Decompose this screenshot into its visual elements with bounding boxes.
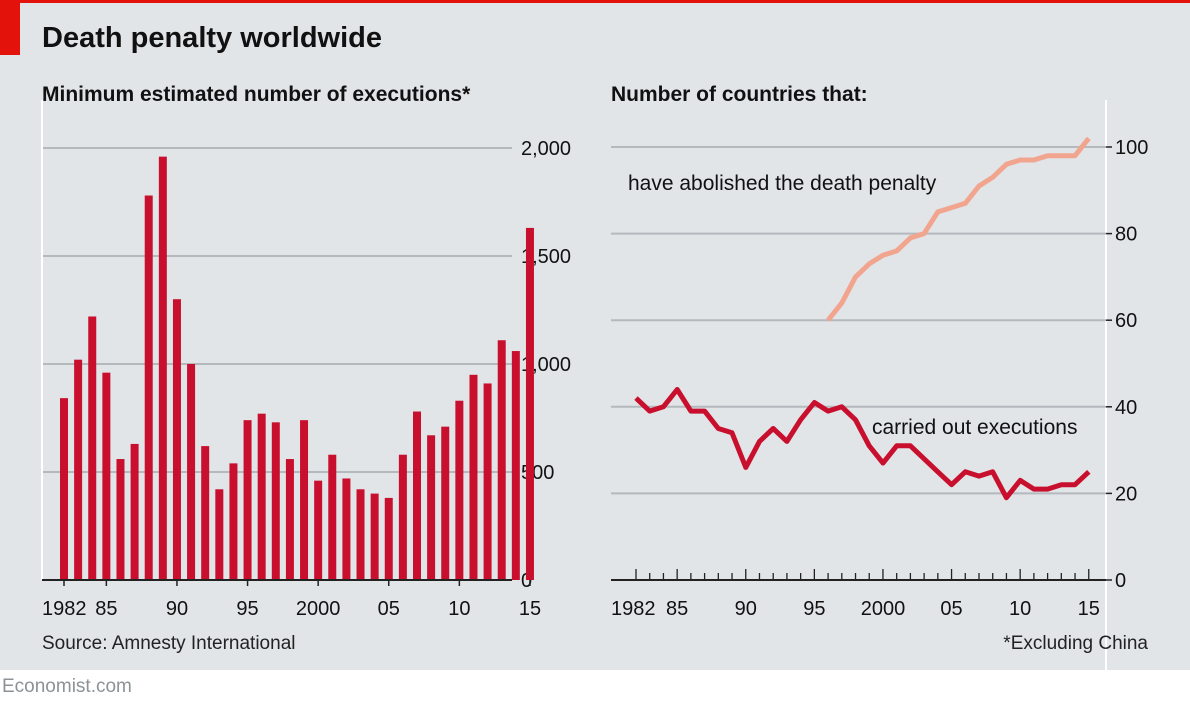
right-x-tick-label: 15 (1078, 598, 1100, 620)
source-note: Source: Amnesty International (42, 633, 296, 654)
left-x-tick-label: 05 (378, 598, 400, 620)
left-y-tick-label: 2,000 (521, 138, 571, 160)
executions-bar (60, 398, 68, 580)
executions-bar (525, 227, 534, 581)
right-y-tick-label: 20 (1115, 483, 1137, 505)
executions-bar (215, 489, 224, 580)
left-x-tick-label: 90 (166, 598, 188, 620)
abolished-line (826, 136, 1091, 322)
right-x-tick-label: 10 (1009, 598, 1031, 620)
page-title: Death penalty worldwide (42, 22, 382, 54)
right-x-tick-label: 90 (735, 598, 757, 620)
executions-bar (384, 497, 393, 580)
right-y-tick-label: 40 (1115, 397, 1137, 419)
left-x-tick-label: 1982 (42, 598, 87, 620)
top-accent-line (0, 0, 1190, 3)
executions-bar (201, 446, 210, 580)
countries-line-chart: 0 20 40 60 80 100 1982 85 90 95 2000 05 10 15 have abo… (611, 100, 1148, 670)
executions-bar (88, 316, 97, 580)
right-x-tick-label: 2000 (861, 598, 906, 620)
executions-bar (102, 372, 111, 580)
abolished-series-label: have abolished the death penalty (628, 172, 937, 195)
right-x-tick-label: 95 (803, 598, 825, 620)
left-x-tick-label: 10 (448, 598, 470, 620)
executions-bar (497, 340, 506, 580)
right-x-tick-label: 1982 (611, 598, 656, 620)
executions-bar (427, 435, 436, 580)
right-y-tick-label: 100 (1115, 137, 1148, 159)
executions-bar (243, 420, 252, 580)
executions-bar (441, 426, 450, 580)
left-chart-subtitle: Minimum estimated number of executions* (42, 83, 471, 106)
executions-bar (257, 413, 266, 580)
executions-bar (158, 156, 167, 580)
right-y-tick-label: 60 (1115, 310, 1137, 332)
brand-label: Economist.com (2, 676, 132, 697)
left-x-tick-label: 2000 (296, 598, 341, 620)
executions-bar (187, 364, 196, 580)
executions-bar (285, 459, 294, 580)
executions-bar (356, 489, 365, 580)
executions-bar (172, 299, 181, 580)
footnote: *Excluding China (1003, 633, 1148, 654)
executions-bar (130, 443, 139, 580)
left-x-tick-label: 95 (236, 598, 258, 620)
right-y-tick-label: 80 (1115, 224, 1137, 246)
left-y-tick-label: 0 (521, 570, 532, 592)
executions-bar (370, 493, 379, 580)
executions-bar (483, 383, 492, 580)
executions-bar (74, 359, 83, 580)
red-tag-marker (0, 0, 20, 55)
chart-panel: Death penalty worldwide Minimum estimate… (0, 0, 1190, 670)
executions-bar (314, 480, 323, 580)
executions-bar (328, 454, 337, 580)
right-y-tick-label: 0 (1115, 570, 1126, 592)
executions-line (634, 387, 1091, 501)
executions-bar (144, 195, 153, 580)
executions-bar (398, 454, 407, 580)
right-x-tick-label: 85 (666, 598, 688, 620)
executions-bar (229, 463, 238, 580)
executions-bar (300, 420, 309, 580)
executions-bar (511, 351, 520, 580)
left-x-tick-label: 85 (95, 598, 117, 620)
executions-bar (271, 422, 280, 580)
right-chart-subtitle: Number of countries that: (611, 83, 868, 106)
executions-bar (413, 411, 421, 580)
executions-bar (469, 374, 478, 580)
executions-bar (455, 400, 464, 580)
executions-bar (342, 478, 351, 580)
right-x-tick-label: 05 (940, 598, 962, 620)
executions-series-label: carried out executions (872, 416, 1077, 439)
executions-bar (116, 459, 125, 580)
left-x-tick-label: 15 (519, 598, 541, 620)
